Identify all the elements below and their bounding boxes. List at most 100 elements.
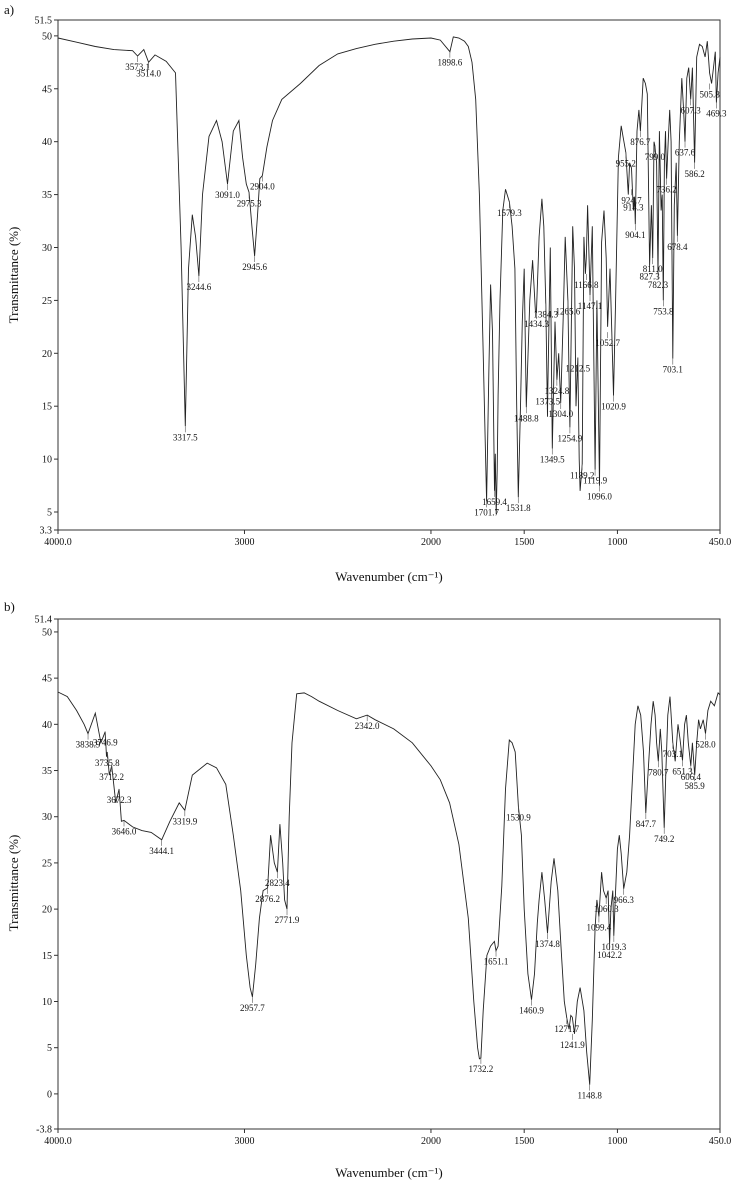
peak-label: 586.2 (684, 169, 704, 179)
panel-label: b) (4, 599, 15, 614)
peak-label: 1701.7 (474, 507, 499, 517)
peak-label: 736.2 (657, 185, 677, 195)
x-tick-label: 1000 (607, 1136, 627, 1147)
peak-label: 2342.0 (355, 721, 380, 731)
peak-label: 1659.4 (482, 497, 507, 507)
peak-label: 904.1 (625, 230, 645, 240)
peak-label: 678.4 (667, 242, 688, 252)
y-axis-title: Transmittance (%) (6, 835, 21, 932)
y-ticks: 51.5 50 45 40 35 30 25 20 15 10 5 3.3 (35, 16, 58, 537)
peak-label: 1148.8 (577, 1091, 602, 1101)
peak-label: 585.9 (685, 781, 706, 791)
ir-spectrum-chart-a: a) 51.5 50 45 40 35 30 25 20 15 10 5 3.3 4000.0 3000… (4, 2, 731, 584)
y-tick-label: 10 (42, 997, 52, 1008)
y-tick-label: 40 (42, 137, 52, 148)
y-tick-label: 15 (42, 951, 52, 962)
peak-label: 1434.3 (524, 319, 549, 329)
peak-label: 3444.1 (149, 846, 174, 856)
y-tick-label: 15 (42, 402, 52, 413)
x-ticks: 4000.0 3000 2000 1500 1000 450.0 (44, 530, 731, 548)
y-tick-label: 5 (47, 1043, 52, 1054)
x-tick-label: 2000 (421, 1136, 441, 1147)
plot-frame (57, 618, 721, 1130)
peak-label: 1579.3 (497, 208, 522, 218)
peak-label: 847.7 (636, 819, 657, 829)
y-tick-label: 25 (42, 858, 52, 869)
y-tick-label: 51.5 (35, 16, 53, 27)
peak-label: 528.0 (695, 740, 716, 750)
peak-label: 2957.7 (240, 1003, 265, 1013)
peak-label: 2771.9 (275, 915, 300, 925)
peak-label: 505.8 (699, 89, 720, 99)
spectrum-line (57, 691, 721, 1085)
peak-label: 1384.3 (533, 310, 558, 320)
x-tick-label: 3000 (234, 537, 254, 548)
peak-label: 607.3 (681, 105, 702, 115)
y-tick-label: 20 (42, 349, 52, 360)
y-tick-label: 10 (42, 455, 52, 466)
peak-label: 3735.8 (95, 758, 120, 768)
peak-label: 3573.1 (125, 62, 150, 72)
peak-label: 3091.0 (215, 190, 240, 200)
x-axis-title: Wavenumber (cm⁻¹) (335, 1165, 443, 1180)
peak-label: 3514.0 (136, 68, 161, 78)
x-tick-label: 1500 (514, 1136, 534, 1147)
x-tick-label: 450.0 (709, 1136, 732, 1147)
y-tick-label: 50 (42, 31, 52, 42)
peak-label: 1531.8 (506, 503, 531, 513)
peak-label: 3746.9 (93, 738, 118, 748)
peak-label: 2823.4 (265, 878, 290, 888)
peak-label: 3646.0 (112, 826, 137, 836)
peak-label: 703.1 (663, 749, 683, 759)
peak-label: 3838.9 (76, 740, 101, 750)
peak-label: 1052.7 (595, 338, 620, 348)
x-axis-title: Wavenumber (cm⁻¹) (335, 569, 443, 584)
y-tick-label: 0 (47, 1089, 52, 1100)
peak-label: 2904.0 (250, 182, 275, 192)
peak-label: 1119.9 (583, 476, 608, 486)
peak-label: 1374.8 (535, 939, 560, 949)
peak-label: 924.7 (621, 195, 642, 205)
x-ticks: 4000.0 3000 2000 1500 1000 450.0 (44, 1129, 731, 1147)
peak-label: 637.6 (675, 148, 696, 158)
peak-label: 606.4 (681, 772, 702, 782)
y-tick-label: 35 (42, 190, 52, 201)
x-tick-label: 4000.0 (44, 1136, 72, 1147)
y-tick-label: 51.4 (35, 615, 53, 626)
y-tick-label: 35 (42, 766, 52, 777)
peak-label: 1373.5 (535, 396, 560, 406)
peak-label: 876.7 (630, 137, 651, 147)
peak-label: 1304.0 (548, 409, 573, 419)
peak-label: 780.7 (648, 767, 669, 777)
y-axis-title: Transmittance (%) (6, 227, 21, 324)
peak-label: 651.3 (672, 766, 693, 776)
peak-label: 1096.0 (587, 492, 612, 502)
peak-label: 1898.6 (437, 58, 462, 68)
y-tick-label: 30 (42, 243, 52, 254)
peak-label: 1271.7 (554, 1024, 579, 1034)
x-tick-label: 1500 (514, 537, 534, 548)
y-tick-label: -3.8 (36, 1125, 52, 1136)
spectrum-line (57, 36, 721, 515)
peak-label: 469.3 (706, 109, 727, 119)
x-tick-label: 3000 (234, 1136, 254, 1147)
peak-label: 2975.3 (237, 198, 262, 208)
peak-label: 3712.2 (99, 772, 124, 782)
peak-label: 1060.3 (594, 904, 619, 914)
y-tick-label: 50 (42, 627, 52, 638)
peak-label: 1651.1 (484, 957, 509, 967)
peak-label: 1460.9 (519, 1006, 544, 1016)
y-tick-label: 20 (42, 905, 52, 916)
peak-label: 3672.3 (107, 795, 132, 805)
peak-label: 1020.9 (601, 402, 626, 412)
peak-label: 2876.2 (255, 894, 280, 904)
peak-label: 1254.9 (558, 433, 583, 443)
peak-label: 2945.6 (242, 262, 267, 272)
peak-label: 1019.3 (601, 942, 626, 952)
y-tick-label: 40 (42, 720, 52, 731)
peak-label: 1212.5 (565, 364, 590, 374)
peak-label: 753.8 (653, 306, 674, 316)
